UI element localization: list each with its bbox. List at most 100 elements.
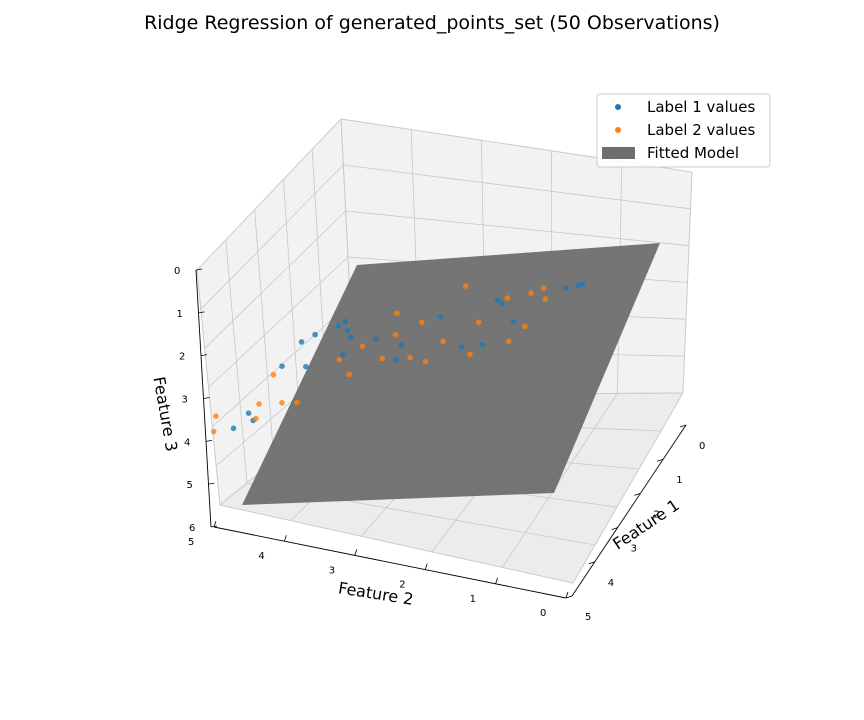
- x-tick-mark: [588, 561, 595, 565]
- z-tick-label: 1: [177, 309, 183, 320]
- grid-line-x: [572, 171, 693, 584]
- point-label-1: [312, 331, 318, 338]
- x-tick-mark: [657, 458, 664, 462]
- legend-label-1: Label 1 values: [647, 98, 756, 116]
- point-label-1: [303, 363, 309, 370]
- y-tick-mark: [424, 563, 428, 570]
- x-tick-label: 5: [585, 612, 591, 623]
- z-tick-label: 5: [187, 480, 193, 491]
- z-tick-mark: [200, 354, 208, 357]
- y-tick-label: 5: [188, 537, 194, 548]
- point-label-2: [504, 295, 511, 301]
- x-tick-mark: [634, 493, 641, 496]
- x-tick-label: 2: [653, 509, 659, 520]
- point-label-1: [373, 336, 379, 342]
- y-tick-label: 0: [540, 608, 546, 619]
- point-label-2: [407, 354, 413, 361]
- legend-label-3: Fitted Model: [647, 144, 739, 162]
- legend-marker-fitted-model: [602, 147, 635, 159]
- point-label-1: [479, 342, 486, 348]
- y-tick-label: 4: [258, 551, 264, 562]
- z-axis-label: Feature 3: [149, 375, 181, 453]
- x-tick-mark: [611, 527, 618, 530]
- y-axis-line: [213, 526, 567, 599]
- z-tick-label: 4: [184, 437, 190, 448]
- point-label-2: [440, 338, 446, 345]
- point-label-1: [342, 318, 348, 325]
- point-label-2: [346, 371, 353, 378]
- point-label-2: [270, 371, 277, 378]
- legend-marker-label-2: [615, 127, 621, 133]
- x-tick-label: 3: [631, 544, 637, 555]
- z-tick-label: 0: [174, 266, 180, 277]
- point-label-2: [528, 290, 534, 297]
- chart-title: Ridge Regression of generated_points_set…: [144, 12, 720, 34]
- point-label-2: [392, 332, 399, 338]
- x-tick-label: 0: [699, 441, 705, 452]
- point-label-1: [563, 285, 569, 292]
- legend: Label 1 values Label 2 values Fitted Mod…: [596, 93, 771, 168]
- point-label-1: [499, 301, 505, 307]
- z-tick-mark: [205, 439, 213, 442]
- point-label-1: [335, 323, 342, 329]
- legend-box: [596, 93, 771, 168]
- point-label-2: [540, 285, 547, 292]
- x-axis-line: [571, 424, 687, 597]
- y-tick-mark: [213, 520, 217, 528]
- z-tick-label: 2: [179, 352, 185, 363]
- legend-label-2: Label 2 values: [647, 121, 756, 139]
- point-label-2: [336, 357, 343, 363]
- z-tick-mark: [195, 268, 203, 271]
- point-label-2: [467, 351, 473, 358]
- z-tick-label: 3: [182, 395, 188, 406]
- y-tick-mark: [495, 577, 498, 584]
- point-label-1: [245, 410, 252, 417]
- point-label-1: [344, 327, 351, 334]
- point-label-2: [359, 343, 366, 350]
- y-tick-label: 3: [329, 565, 335, 576]
- z-tick-mark: [203, 397, 210, 399]
- point-label-2: [210, 428, 217, 435]
- point-label-2: [394, 310, 400, 316]
- y-tick-label: 2: [399, 580, 405, 591]
- fitted-model-surface: [242, 243, 660, 505]
- point-label-1: [393, 357, 400, 364]
- point-label-1: [230, 425, 237, 432]
- x-tick-label: 1: [676, 475, 682, 486]
- point-label-2: [279, 400, 285, 406]
- data-points: [210, 281, 586, 435]
- point-label-2: [419, 319, 425, 326]
- point-label-1: [348, 334, 354, 341]
- legend-marker-label-1: [615, 104, 621, 110]
- point-label-1: [437, 314, 444, 320]
- y-tick-mark: [565, 591, 569, 599]
- point-label-2: [422, 358, 429, 365]
- point-label-1: [340, 352, 346, 358]
- point-label-2: [294, 399, 300, 406]
- fitted-plane: [242, 243, 660, 505]
- point-label-1: [398, 342, 405, 349]
- z-tick-label: 6: [189, 523, 195, 534]
- point-label-2: [506, 338, 512, 345]
- point-label-2: [379, 355, 386, 362]
- point-label-2: [462, 283, 469, 289]
- x-tick-label: 4: [608, 578, 614, 589]
- point-label-2: [213, 413, 219, 419]
- point-label-1: [298, 339, 305, 345]
- x-tick-mark: [565, 595, 573, 599]
- point-label-2: [253, 415, 259, 422]
- y-tick-mark: [354, 549, 358, 556]
- z-tick-mark: [208, 482, 215, 485]
- point-label-2: [542, 296, 549, 303]
- grid-line-x: [502, 161, 623, 568]
- x-tick-mark: [679, 424, 687, 428]
- point-label-2: [256, 401, 262, 407]
- point-label-2: [522, 323, 528, 330]
- point-label-2: [476, 319, 482, 326]
- point-label-1: [494, 297, 501, 304]
- z-tick-mark: [198, 311, 205, 314]
- point-label-1: [575, 282, 581, 289]
- y-tick-mark: [284, 535, 287, 542]
- point-label-1: [458, 344, 465, 350]
